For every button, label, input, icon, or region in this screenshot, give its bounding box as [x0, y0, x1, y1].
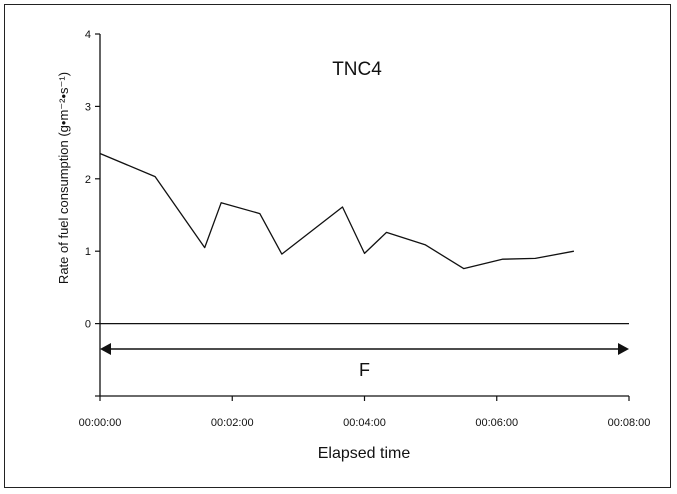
series-group	[99, 152, 575, 270]
arrowhead-left	[100, 342, 111, 355]
ticks-group: 0 1 2 3 4 00:00:00 00:02:00 00:04:00 00:06:00 00:…	[79, 29, 651, 429]
x-tick-label: 00:02:00	[211, 417, 254, 429]
y-axis-title: Rate of fuel consumption (g•m⁻²•s⁻¹)	[56, 72, 71, 284]
annotation-group: F	[100, 342, 629, 380]
arrowhead-right	[618, 342, 629, 355]
x-tick-label: 00:00:00	[79, 417, 122, 429]
span-label: F	[359, 360, 370, 380]
series-line	[99, 152, 575, 270]
x-tick-label: 00:04:00	[343, 417, 386, 429]
axes-group	[99, 34, 629, 397]
chart-title: TNC4	[332, 59, 382, 80]
y-tick-label: 2	[85, 174, 91, 186]
x-tick-label: 00:08:00	[608, 417, 651, 429]
x-tick-label: 00:06:00	[475, 417, 518, 429]
chart-frame	[4, 4, 671, 488]
y-tick-label: 3	[85, 101, 91, 113]
y-tick-label: 1	[85, 246, 91, 258]
x-axis-title: Elapsed time	[318, 445, 411, 462]
y-tick-label: 0	[85, 319, 91, 331]
y-tick-label: 4	[85, 29, 91, 41]
